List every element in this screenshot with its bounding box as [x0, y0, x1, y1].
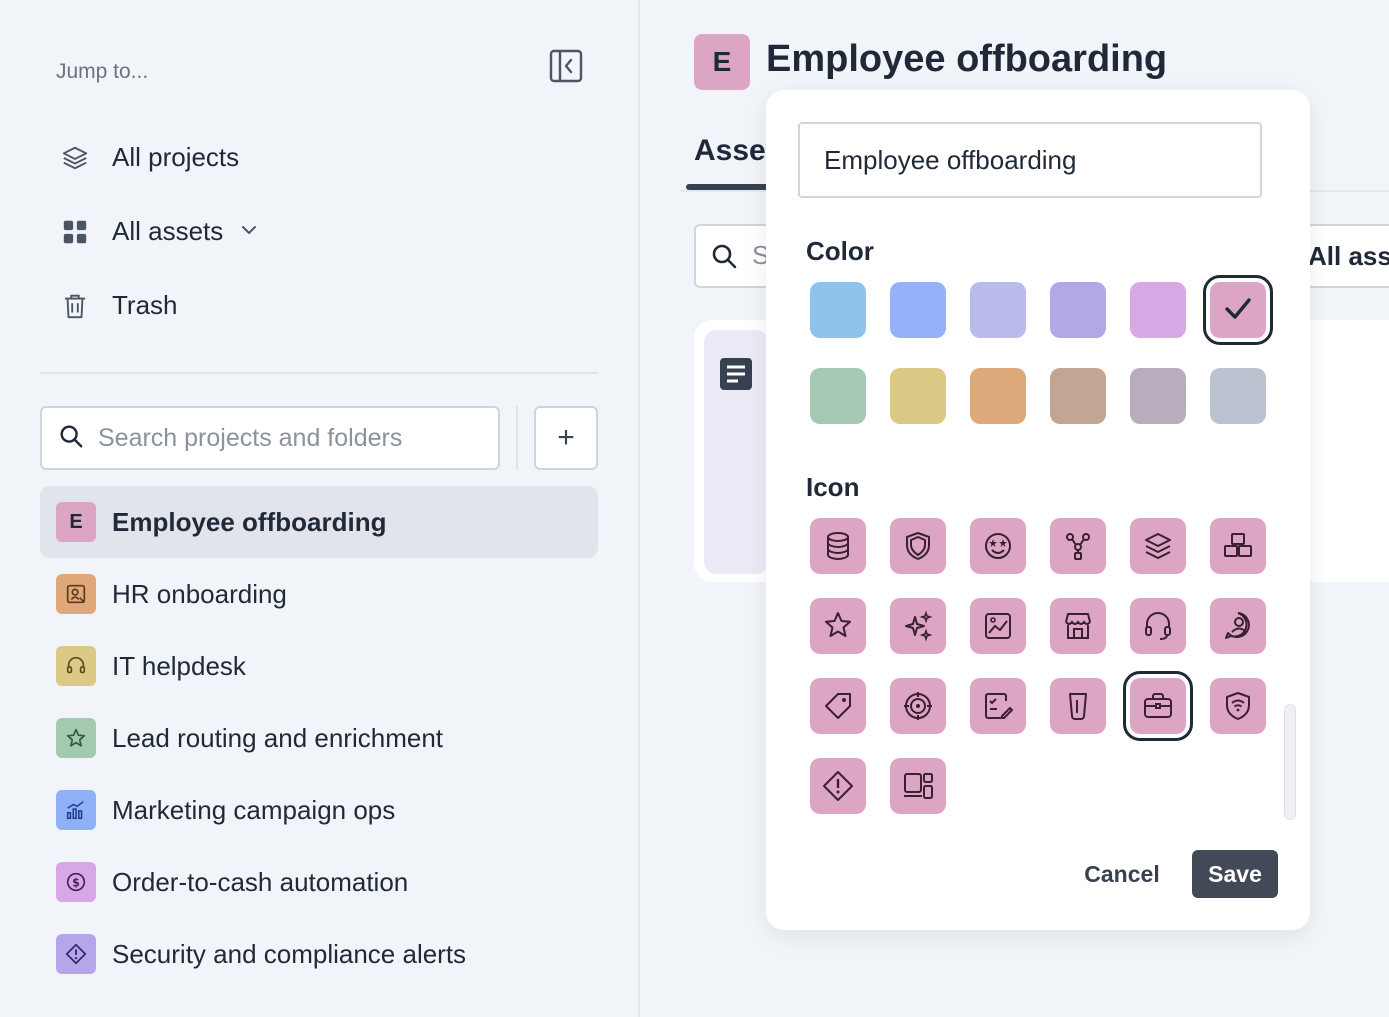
project-name-input[interactable] [798, 122, 1262, 198]
sidebar: Jump to... All projects All assets Trash… [0, 0, 640, 1017]
devices-icon[interactable] [890, 758, 946, 814]
project-item-it-helpdesk[interactable]: IT helpdesk [40, 630, 598, 702]
beaker-icon[interactable] [1050, 678, 1106, 734]
star-eyes-icon[interactable] [970, 518, 1026, 574]
hierarchy-icon[interactable] [1050, 518, 1106, 574]
svg-text:$: $ [72, 877, 80, 890]
store-icon[interactable] [1050, 598, 1106, 654]
project-label: Employee offboarding [112, 506, 387, 537]
tag-icon[interactable] [810, 678, 866, 734]
nav-label: Trash [112, 290, 178, 320]
project-item-employee-offboarding[interactable]: E Employee offboarding [40, 486, 598, 558]
project-label: Marketing campaign ops [112, 794, 396, 825]
color-swatch[interactable] [890, 368, 946, 424]
icon-grid-scrollbar[interactable] [1284, 704, 1296, 820]
color-swatch[interactable] [970, 368, 1026, 424]
nav-label: All assets [112, 216, 224, 246]
person-bubble-icon[interactable] [1210, 598, 1266, 654]
search-input[interactable] [98, 423, 478, 453]
edit-list-icon[interactable] [970, 678, 1026, 734]
color-swatch[interactable] [1050, 282, 1106, 338]
project-label: Order-to-cash automation [112, 866, 409, 897]
checkmark-icon [1218, 288, 1258, 333]
color-swatch-selected[interactable] [1203, 275, 1273, 345]
chevron-down-icon[interactable] [239, 216, 259, 247]
all-assets-filter[interactable]: All asse [1300, 224, 1389, 288]
user-edit-icon [56, 574, 96, 614]
project-item-security-alerts[interactable]: Security and compliance alerts [40, 918, 598, 990]
database-icon[interactable] [810, 518, 866, 574]
star-icon[interactable] [810, 598, 866, 654]
search-icon [58, 423, 84, 454]
headset-icon[interactable] [1130, 598, 1186, 654]
stack-icon [60, 143, 90, 173]
project-badge: E [56, 502, 96, 542]
color-swatch[interactable] [1130, 368, 1186, 424]
headset-icon [56, 646, 96, 686]
dollar-coin-icon: $ [56, 862, 96, 902]
layers-icon[interactable] [1130, 518, 1186, 574]
cancel-button[interactable]: Cancel [1084, 860, 1160, 887]
color-swatch[interactable] [890, 282, 946, 338]
tab-assets[interactable]: Asset [694, 134, 776, 167]
cubes-icon[interactable] [1210, 518, 1266, 574]
project-item-hr-onboarding[interactable]: HR onboarding [40, 558, 598, 630]
project-label: IT helpdesk [112, 650, 246, 681]
color-swatch[interactable] [1210, 368, 1266, 424]
nav-label: All projects [112, 142, 240, 172]
project-item-lead-routing[interactable]: Lead routing and enrichment [40, 702, 598, 774]
project-item-marketing-campaign[interactable]: Marketing campaign ops [40, 774, 598, 846]
project-search[interactable] [40, 406, 500, 470]
alert-diamond-icon [56, 934, 96, 974]
project-badge[interactable]: E [694, 34, 750, 90]
color-swatch[interactable] [810, 282, 866, 338]
project-item-order-to-cash[interactable]: $ Order-to-cash automation [40, 846, 598, 918]
image-chart-icon[interactable] [970, 598, 1026, 654]
chart-growth-icon [56, 790, 96, 830]
icon-label: Icon [806, 472, 860, 502]
project-label: Lead routing and enrichment [112, 722, 444, 753]
project-settings-popover: Color Icon [766, 90, 1310, 930]
color-swatch[interactable] [810, 368, 866, 424]
color-swatch[interactable] [970, 282, 1026, 338]
color-swatch[interactable] [1050, 368, 1106, 424]
document-icon [718, 356, 754, 392]
color-label: Color [806, 236, 874, 266]
save-button[interactable]: Save [1192, 850, 1278, 898]
separator [516, 406, 518, 470]
nav-trash[interactable]: Trash [60, 290, 178, 321]
page-title[interactable]: Employee offboarding [766, 38, 1168, 80]
jump-to-link[interactable]: Jump to... [56, 60, 149, 83]
asset-search-placeholder: S [752, 240, 770, 270]
active-tab-indicator [686, 184, 776, 190]
shield-wifi-icon[interactable] [1210, 678, 1266, 734]
divider [40, 372, 598, 374]
shield-icon[interactable] [890, 518, 946, 574]
project-label: Security and compliance alerts [112, 938, 467, 969]
star-icon [56, 718, 96, 758]
project-label: HR onboarding [112, 578, 287, 609]
color-swatch[interactable] [1130, 282, 1186, 338]
collapse-sidebar-icon[interactable] [548, 48, 584, 84]
nav-all-assets[interactable]: All assets [60, 216, 259, 247]
add-project-button[interactable]: + [534, 406, 598, 470]
target-icon[interactable] [890, 678, 946, 734]
nav-all-projects[interactable]: All projects [60, 142, 239, 173]
grid-icon [60, 217, 90, 247]
sparkles-icon[interactable] [890, 598, 946, 654]
search-icon [710, 242, 738, 275]
trash-icon [60, 291, 90, 321]
alert-diamond-icon[interactable] [810, 758, 866, 814]
briefcase-icon[interactable] [1123, 671, 1193, 741]
